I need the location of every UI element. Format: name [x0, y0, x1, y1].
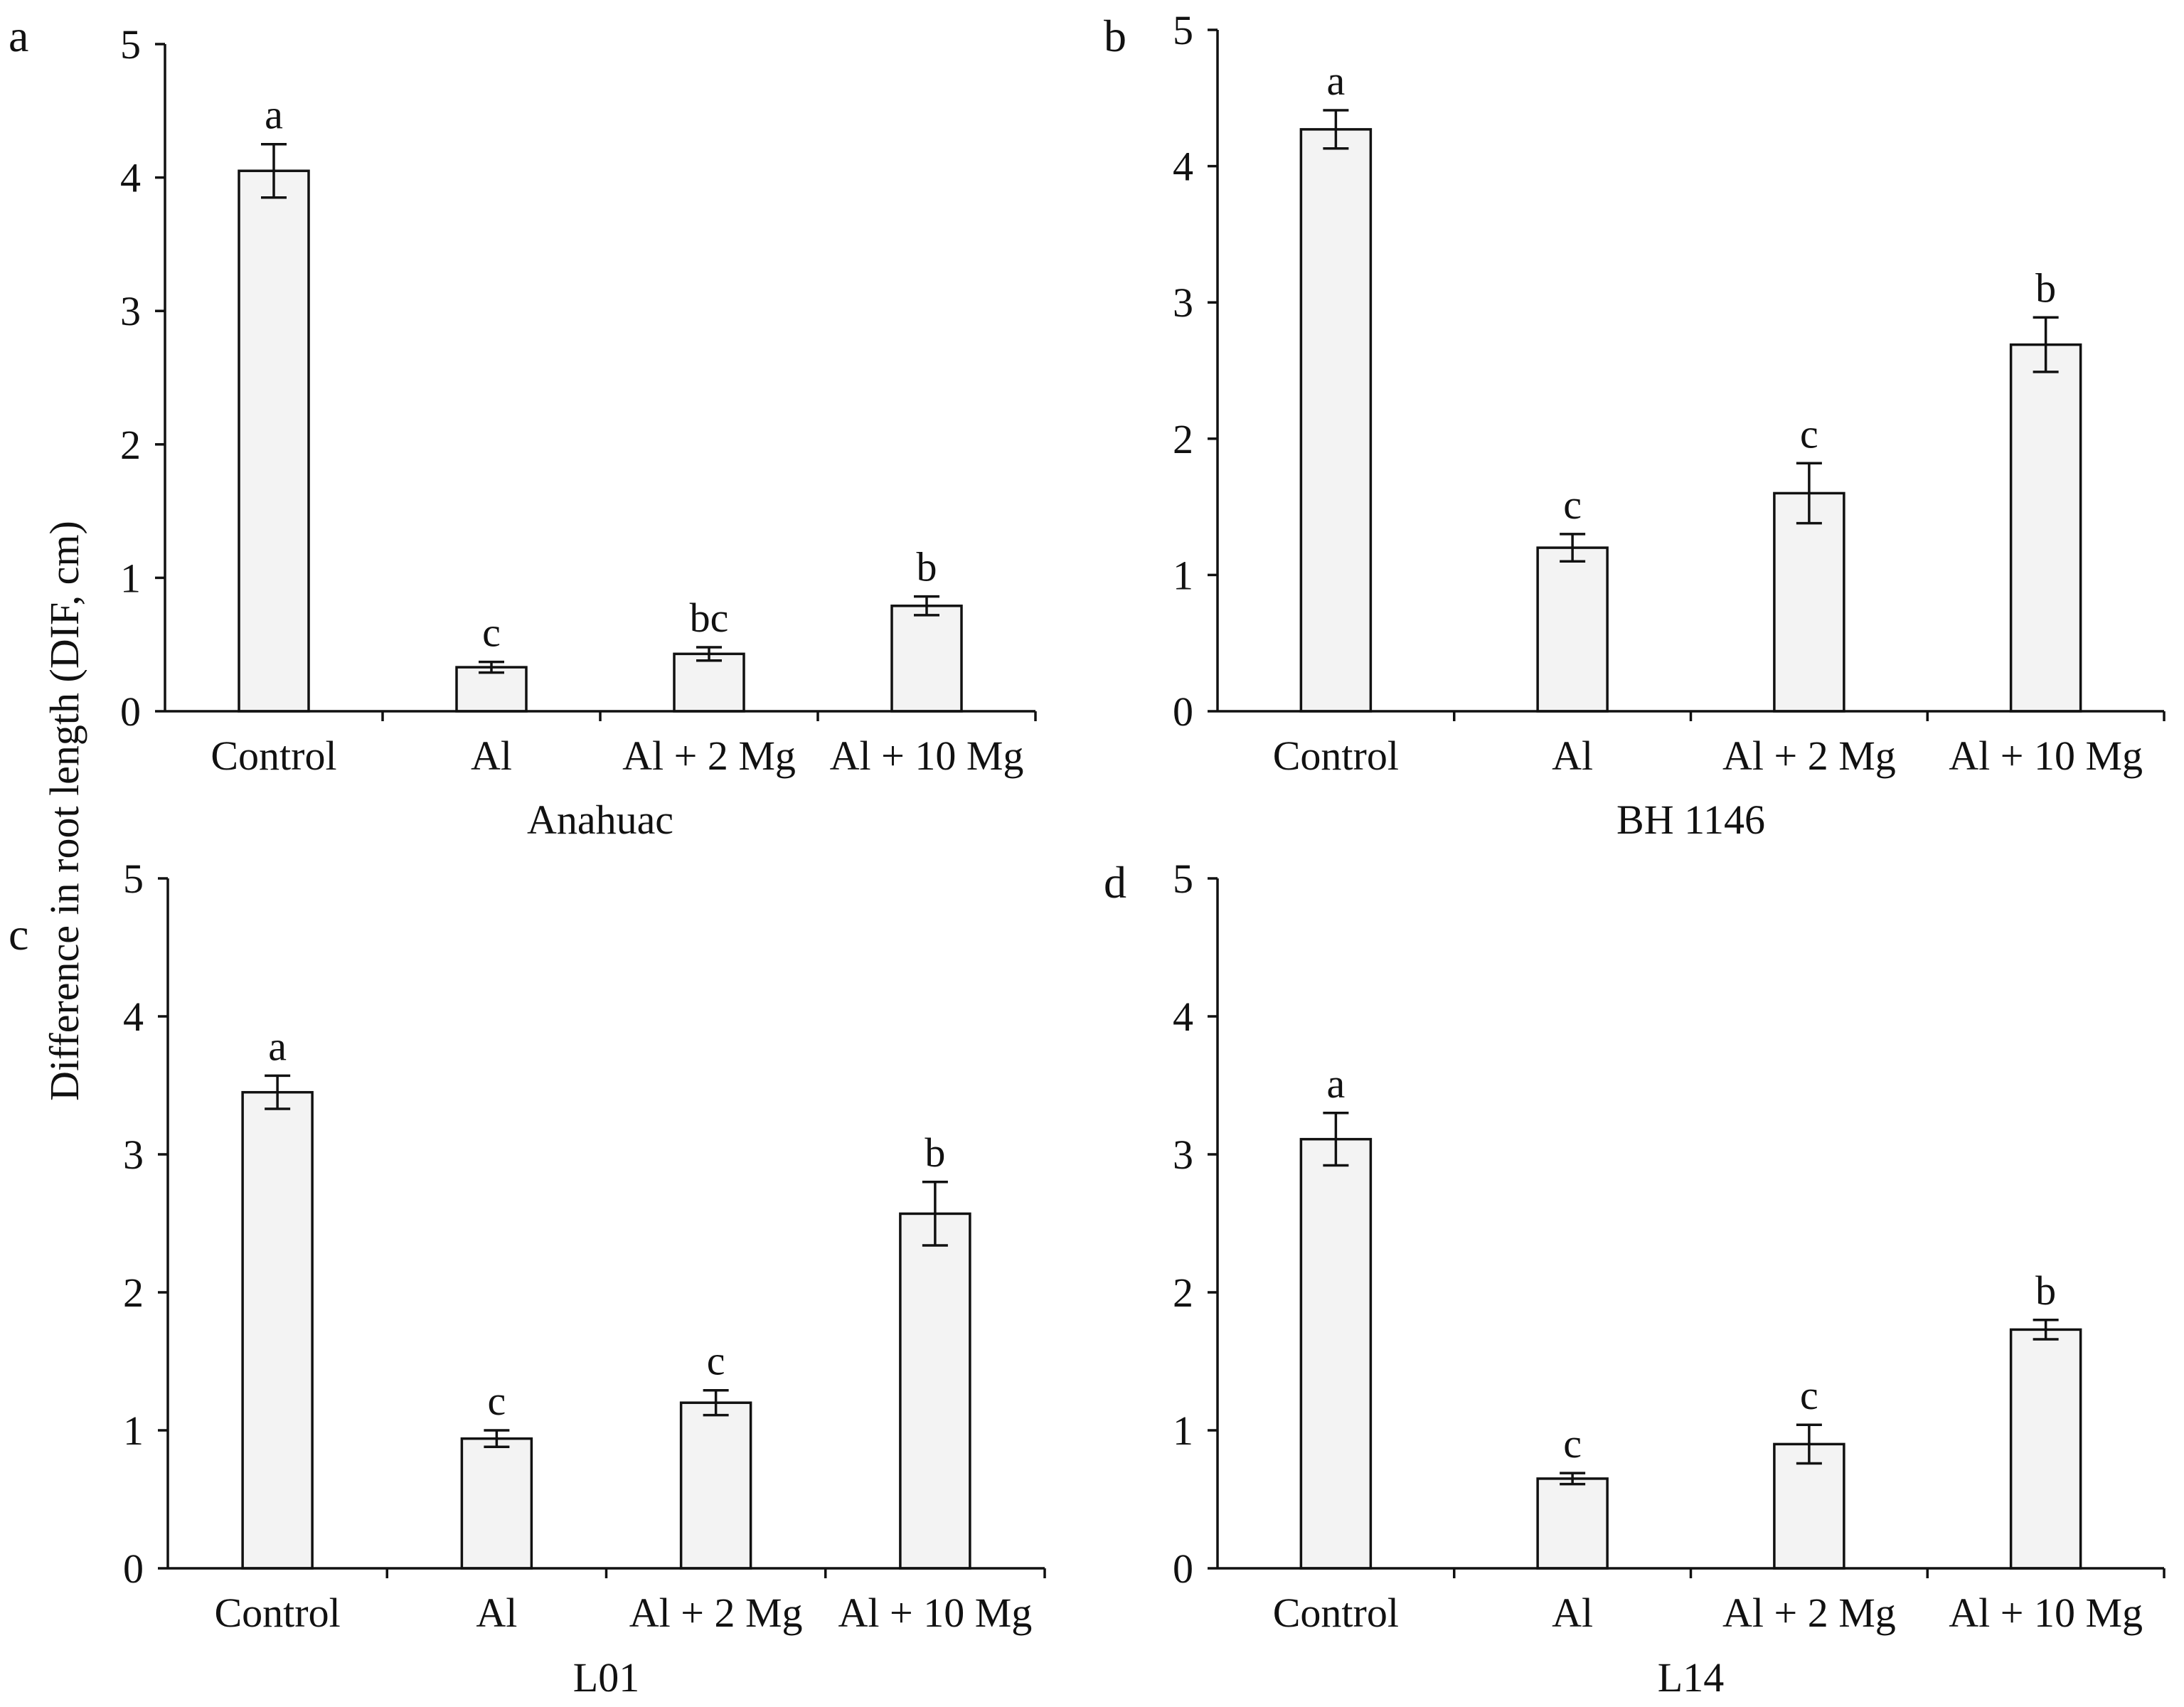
significance-label: c	[482, 610, 501, 656]
category-label: Control	[215, 1590, 341, 1636]
significance-label: a	[1327, 58, 1346, 104]
y-tick-label: 2	[123, 1270, 144, 1316]
significance-label: a	[265, 92, 283, 138]
y-tick-label: 5	[1173, 7, 1193, 53]
y-tick-label: 1	[1173, 1408, 1193, 1454]
bar-2	[460, 1437, 533, 1570]
significance-label: a	[1327, 1060, 1346, 1107]
y-tick-label: 4	[1173, 994, 1193, 1040]
bar-4	[890, 605, 963, 713]
bar-1	[238, 169, 310, 713]
y-tick-label: 1	[120, 555, 141, 601]
bar-1	[241, 1090, 314, 1570]
y-tick-label: 4	[123, 994, 144, 1040]
significance-label: a	[268, 1023, 287, 1069]
significance-label: c	[1563, 1420, 1582, 1467]
category-label: Control	[211, 733, 336, 779]
bar-1	[1299, 128, 1373, 713]
y-tick-label: 5	[120, 21, 141, 68]
significance-label: b	[925, 1129, 945, 1176]
y-tick-label: 3	[123, 1132, 144, 1178]
y-tick-label: 0	[120, 688, 141, 735]
category-label: Al + 10 Mg	[1949, 1590, 2143, 1636]
y-tick-label: 1	[123, 1408, 144, 1454]
panel-letter: b	[1104, 11, 1126, 61]
category-label: Control	[1273, 1590, 1399, 1636]
y-tick-label: 3	[1173, 1132, 1193, 1178]
bar-2	[1536, 1477, 1609, 1570]
y-tick-label: 3	[1173, 280, 1193, 326]
significance-label: c	[1563, 482, 1582, 528]
y-tick-label: 0	[1173, 688, 1193, 735]
panel-x-label: Anahuac	[527, 797, 673, 843]
bar-4	[2009, 343, 2082, 713]
category-label: Al + 2 Mg	[1722, 1590, 1896, 1636]
y-tick-label: 4	[120, 155, 141, 201]
significance-label: c	[707, 1338, 725, 1384]
category-label: Al + 2 Mg	[629, 1590, 803, 1636]
category-label: Al	[476, 1590, 517, 1636]
panel-a: a a Control c Al bc Al + 2 Mg b Al + 10 Mg 0 1 2 3 4 5…	[9, 11, 1037, 843]
bar-1	[1299, 1137, 1373, 1570]
panel-c: c a Control c Al c Al + 2 Mg b Al + 10 Mg 0 1 2 3 4 5 L…	[9, 856, 1046, 1701]
panel-x-label: L01	[573, 1654, 639, 1701]
y-tick-label: 3	[120, 288, 141, 334]
y-tick-label: 5	[1173, 856, 1193, 902]
significance-label: c	[1800, 410, 1818, 457]
y-tick-label: 2	[1173, 1270, 1193, 1316]
bar-4	[2009, 1328, 2082, 1570]
panel-b: b a Control c Al c Al + 2 Mg b Al + 10 Mg 0 1 2 3 4 5 B…	[1104, 7, 2166, 843]
bar-3	[1773, 491, 1845, 713]
y-tick-label: 0	[123, 1546, 144, 1592]
bar-4	[899, 1212, 971, 1570]
y-tick-label: 2	[1173, 416, 1193, 462]
significance-label: c	[1800, 1372, 1818, 1418]
y-axis-label: Difference in root length (DIF, cm)	[41, 521, 87, 1101]
y-tick-label: 5	[123, 856, 144, 902]
y-tick-label: 0	[1173, 1546, 1193, 1592]
y-tick-label: 1	[1173, 552, 1193, 598]
bar-2	[455, 666, 528, 713]
y-tick-label: 2	[120, 422, 141, 468]
y-tick-label: 4	[1173, 144, 1193, 190]
significance-label: b	[2035, 265, 2056, 311]
significance-label: bc	[690, 595, 729, 641]
bar-3	[673, 652, 745, 713]
category-label: Al + 10 Mg	[1949, 733, 2143, 779]
panel-x-label: L14	[1658, 1654, 1724, 1701]
panel-letter: c	[9, 909, 28, 959]
category-label: Al	[1552, 1590, 1593, 1636]
panel-letter: a	[9, 11, 28, 61]
significance-label: b	[2035, 1267, 2056, 1314]
category-label: Al + 10 Mg	[830, 733, 1024, 779]
category-label: Al + 2 Mg	[1722, 733, 1896, 779]
panel-x-label: BH 1146	[1616, 797, 1765, 843]
significance-label: b	[917, 544, 937, 590]
category-label: Al	[1552, 733, 1593, 779]
category-label: Al + 10 Mg	[838, 1590, 1032, 1636]
bar-3	[679, 1401, 752, 1570]
category-label: Al	[471, 733, 512, 779]
category-label: Control	[1273, 733, 1399, 779]
significance-label: c	[488, 1378, 506, 1424]
bar-2	[1536, 546, 1609, 713]
panel-d: d a Control c Al c Al + 2 Mg b Al + 10 Mg 0 1 2 3 4 5 L…	[1104, 856, 2166, 1701]
bar-3	[1773, 1442, 1845, 1570]
category-label: Al + 2 Mg	[622, 733, 796, 779]
panel-letter: d	[1104, 857, 1126, 908]
